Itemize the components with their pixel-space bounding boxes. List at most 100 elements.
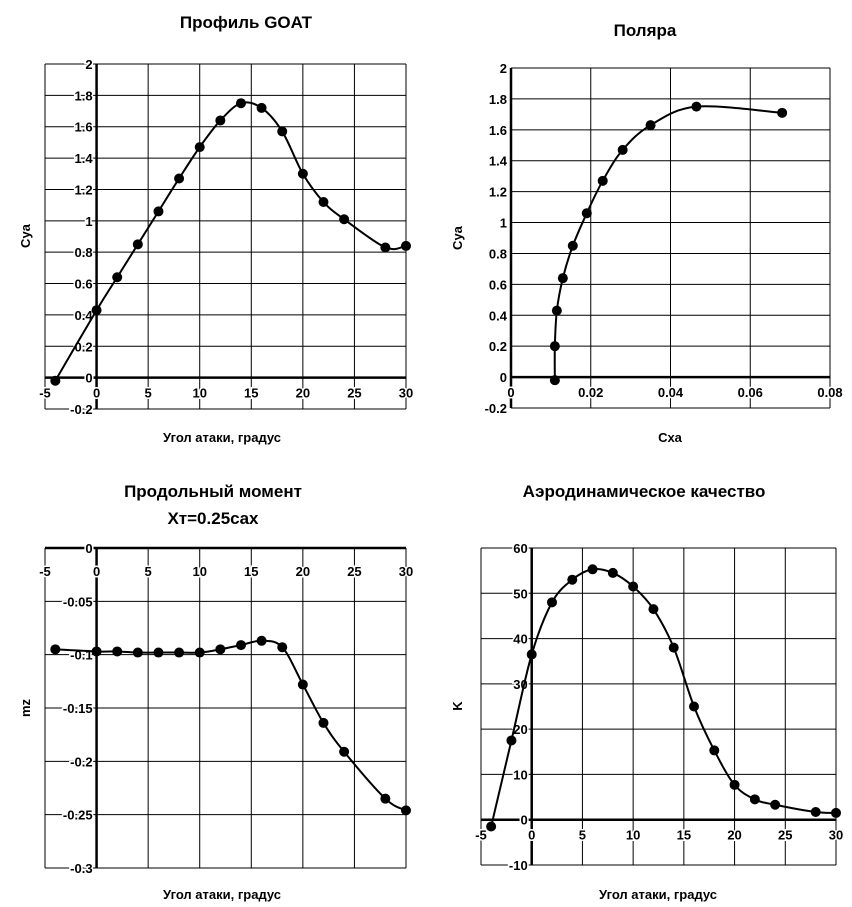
- y-tick-label: -0.2: [70, 754, 92, 769]
- data-point: [401, 240, 411, 251]
- data-point: [777, 107, 788, 118]
- data-point: [810, 807, 821, 818]
- x-tick-label: 0.02: [578, 385, 603, 400]
- series-line: [490, 567, 837, 827]
- data-point: [235, 640, 246, 651]
- x-tick-label: 10: [192, 386, 206, 401]
- data-point: [50, 644, 61, 655]
- y-tick-label: 1.6: [489, 123, 507, 138]
- y-tick-label: 1.4: [74, 151, 93, 166]
- data-point: [318, 717, 329, 728]
- data-point: [380, 793, 391, 804]
- data-point: [709, 745, 720, 756]
- x-tick-label: 25: [347, 386, 361, 401]
- chart-title: Профиль GOAT: [180, 13, 313, 32]
- x-tick-label: -5: [475, 828, 487, 843]
- x-tick-label: 15: [677, 828, 691, 843]
- data-point: [628, 581, 639, 592]
- y-tick-label: 0.4: [489, 308, 508, 323]
- y-tick-label: 2: [85, 57, 92, 72]
- data-point: [691, 101, 702, 112]
- chart-title: Продольный момент: [124, 482, 302, 501]
- x-tick-label: 30: [829, 828, 843, 843]
- y-tick-label: 0.6: [74, 277, 92, 292]
- data-point: [277, 642, 288, 653]
- y-tick-label: 10: [513, 767, 527, 782]
- data-point: [194, 142, 205, 153]
- y-tick-label: 1.4: [489, 154, 508, 169]
- data-point: [668, 642, 679, 653]
- x-axis-label: Угол атаки, градус: [599, 887, 717, 902]
- y-tick-label: -0.05: [63, 594, 93, 609]
- x-tick-label: 25: [778, 828, 792, 843]
- x-axis-label: Угол атаки, градус: [163, 430, 281, 445]
- data-point: [648, 604, 659, 615]
- y-tick-label: -0.2: [70, 402, 92, 417]
- y-tick-label: -0.3: [70, 861, 92, 876]
- x-tick-label: 10: [192, 564, 206, 579]
- data-point: [132, 647, 143, 658]
- y-tick-label: 1.8: [489, 92, 507, 107]
- data-point: [581, 208, 592, 219]
- data-point: [339, 214, 350, 225]
- data-point: [380, 242, 391, 253]
- y-tick-label: 50: [513, 586, 527, 601]
- data-point: [297, 168, 308, 179]
- data-point: [587, 564, 598, 575]
- y-tick-label: -0.15: [63, 701, 93, 716]
- y-tick-label: 0.8: [74, 245, 92, 260]
- y-tick-label: 0.6: [489, 277, 507, 292]
- y-tick-label: 0: [85, 541, 92, 556]
- data-point: [506, 735, 517, 746]
- data-point: [91, 646, 102, 657]
- x-tick-label: 5: [145, 386, 152, 401]
- y-tick-label: -10: [509, 858, 528, 873]
- x-tick-label: 20: [296, 564, 310, 579]
- x-tick-label: 0.04: [658, 385, 684, 400]
- y-tick-label: 60: [513, 541, 527, 556]
- data-point: [617, 144, 628, 155]
- data-point: [339, 746, 350, 757]
- data-point: [174, 173, 185, 184]
- y-tick-label: 40: [513, 632, 527, 647]
- x-axis-label: Угол атаки, градус: [163, 887, 281, 902]
- x-tick-label: 15: [244, 386, 258, 401]
- x-tick-label: 0: [93, 386, 100, 401]
- chart-subtitle: Xт=0.25cax: [167, 509, 259, 528]
- y-tick-label: 1: [500, 216, 507, 231]
- y-tick-label: 0.8: [489, 246, 507, 261]
- x-tick-label: 15: [244, 564, 258, 579]
- x-tick-label: 30: [399, 386, 413, 401]
- data-point: [235, 98, 246, 109]
- data-point: [597, 175, 608, 186]
- series-line: [55, 639, 407, 812]
- data-point: [256, 635, 267, 646]
- data-point: [132, 239, 143, 250]
- data-point: [749, 794, 760, 805]
- series-line: [553, 105, 783, 381]
- data-point: [153, 206, 164, 217]
- y-axis-label: mz: [18, 698, 33, 717]
- data-point: [50, 375, 61, 386]
- chart-title: Поляра: [614, 21, 677, 40]
- y-axis-label: Cya: [450, 225, 465, 250]
- data-point: [112, 272, 123, 283]
- x-tick-label: 0.08: [817, 385, 842, 400]
- y-tick-label: 1.8: [74, 88, 92, 103]
- x-tick-label: 5: [579, 828, 586, 843]
- x-tick-label: 25: [347, 564, 361, 579]
- x-tick-label: -5: [39, 386, 51, 401]
- data-point: [689, 701, 699, 712]
- data-point: [607, 567, 618, 578]
- y-tick-label: 1.6: [74, 120, 92, 135]
- y-tick-label: 0: [85, 371, 92, 386]
- chart-4: -5 0 5 10 15 20 25 30-100102030405060Аэродинами…: [450, 482, 845, 902]
- y-tick-label: 1.2: [74, 182, 92, 197]
- data-point: [486, 821, 497, 832]
- data-point: [91, 305, 102, 316]
- data-point: [277, 126, 288, 137]
- y-tick-label: 0: [500, 370, 507, 385]
- x-tick-label: 0: [93, 564, 100, 579]
- x-tick-label: -5: [39, 564, 51, 579]
